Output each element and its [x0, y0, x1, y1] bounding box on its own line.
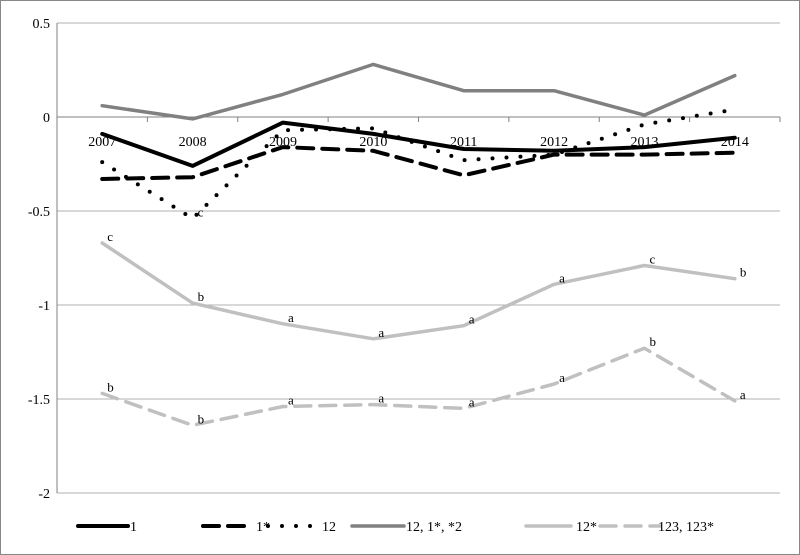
series-line: [100, 241, 737, 341]
series-line: [100, 145, 737, 181]
y-tick-label: -1: [38, 299, 50, 314]
data-label: a: [288, 393, 294, 408]
x-tick-label: 2007: [88, 135, 116, 150]
legend-label: 1*: [256, 520, 270, 535]
data-label: a: [469, 312, 475, 327]
y-tick-label: 0.5: [33, 17, 51, 32]
data-label: c: [649, 252, 655, 267]
y-tick-label: -2: [38, 487, 50, 502]
data-label: a: [288, 310, 294, 325]
data-label: b: [740, 265, 747, 280]
data-label: a: [559, 370, 565, 385]
series-lines: [100, 62, 737, 428]
data-label: b: [107, 379, 114, 394]
series-line: [100, 120, 737, 168]
x-tick-label: 2010: [359, 135, 387, 150]
data-label: a: [469, 394, 475, 409]
legend-label: 123, 123*: [658, 520, 714, 535]
legend-label: 12*: [576, 520, 597, 535]
data-label: a: [378, 391, 384, 406]
data-label: a: [740, 387, 746, 402]
series-line: [100, 346, 737, 428]
legend-label: 12, 1*, *2: [406, 520, 462, 535]
x-tick-label: 2012: [540, 135, 568, 150]
x-tick-label: 2008: [179, 135, 207, 150]
y-tick-label: -1.5: [28, 393, 50, 408]
data-label: c: [198, 205, 204, 220]
point-labels: c c b a a a a c b b b a a a a b a: [107, 205, 746, 427]
y-tick-label: -0.5: [28, 205, 50, 220]
data-label: c: [107, 229, 113, 244]
data-label: b: [649, 334, 656, 349]
data-label: a: [559, 270, 565, 285]
data-label: b: [198, 411, 205, 426]
legend-label: 12: [322, 520, 336, 535]
data-label: b: [198, 289, 205, 304]
legend: 1 1* 12 12, 1*, *2 12* 123, 123*: [76, 520, 714, 535]
y-tick-label: 0: [43, 111, 50, 126]
series-line: [100, 62, 737, 121]
series-line: [100, 107, 737, 221]
legend-label: 1: [130, 520, 137, 535]
data-label: a: [378, 325, 384, 340]
